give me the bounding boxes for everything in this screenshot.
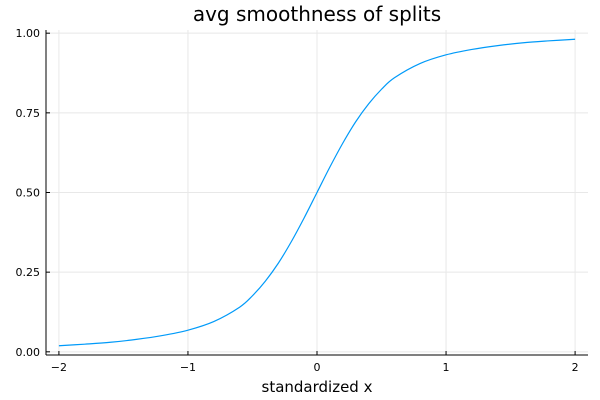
y-tick-label-4: 1.00 bbox=[16, 27, 41, 40]
x-tick-label-3: 1 bbox=[443, 361, 450, 374]
series-layer bbox=[58, 38, 576, 347]
y-tick-label-1: 0.25 bbox=[16, 266, 41, 279]
y-tick-label-2: 0.50 bbox=[16, 187, 41, 200]
series-line-0 bbox=[58, 38, 576, 347]
y-tick-label-3: 0.75 bbox=[16, 107, 41, 120]
tick-labels: −2 −1 0 1 2 0.00 0.25 0.50 0.75 1.00 bbox=[16, 27, 579, 374]
y-tick-label-0: 0.00 bbox=[16, 346, 41, 359]
x-tick-label-2: 0 bbox=[314, 361, 321, 374]
x-tick-label-0: −2 bbox=[51, 361, 67, 374]
x-axis-label: standardized x bbox=[262, 378, 373, 396]
chart-title: avg smoothness of splits bbox=[193, 2, 441, 26]
x-tick-label-4: 2 bbox=[572, 361, 579, 374]
x-tick-label-1: −1 bbox=[180, 361, 196, 374]
